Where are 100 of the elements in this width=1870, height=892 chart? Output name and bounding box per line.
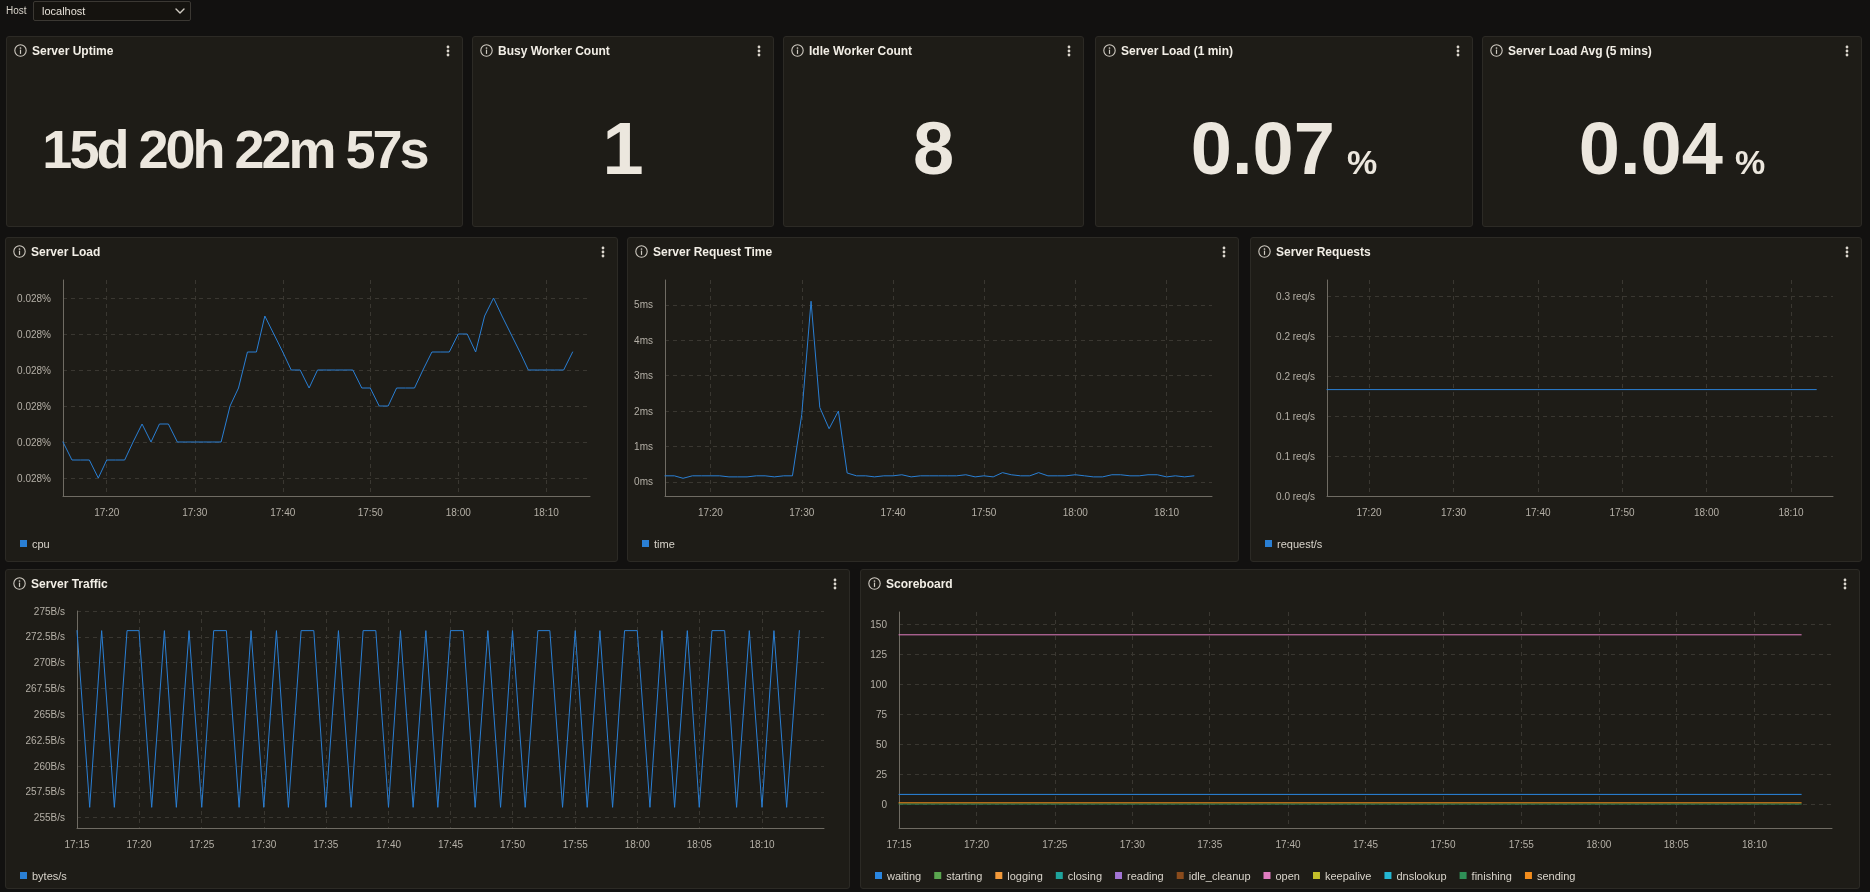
y-tick-label: 50 — [875, 738, 888, 750]
chart-title: Server Traffic — [31, 577, 108, 591]
x-tick-label: 18:05 — [1663, 838, 1690, 850]
x-tick-label: 18:00 — [624, 838, 651, 850]
chart-title: Server Requests — [1276, 245, 1371, 259]
legend-label: request/s — [1277, 537, 1323, 550]
y-tick-label: 0.028% — [17, 364, 52, 376]
x-tick-label: 17:20 — [697, 506, 724, 518]
text: Server Uptime — [32, 44, 114, 58]
y-tick-label: 150 — [870, 618, 888, 630]
x-tick-label: 17:30 — [182, 506, 208, 518]
legend-label: starting — [946, 869, 983, 882]
x-tick-label: 17:55 — [1508, 838, 1535, 850]
x-tick-label: 18:00 — [1062, 506, 1089, 518]
x-tick-label: 18:05 — [686, 838, 713, 850]
y-tick-label: 100 — [870, 678, 888, 690]
legend-label: idle_cleanup — [1188, 869, 1251, 882]
legend-label: logging — [1007, 869, 1043, 882]
y-tick-label: 0.028% — [17, 436, 52, 448]
y-tick-label: 255B/s — [33, 812, 65, 824]
legend-label: time — [654, 537, 675, 550]
y-tick-label: 0.028% — [17, 292, 52, 304]
y-tick-label: 0.0 req/s — [1276, 490, 1315, 502]
y-tick-label: 0ms — [634, 476, 653, 488]
y-tick-label: 125 — [870, 648, 888, 660]
x-tick-label: 17:45 — [1352, 838, 1379, 850]
x-tick-label: 17:40 — [1275, 838, 1302, 850]
x-tick-label: 18:00 — [445, 506, 472, 518]
y-tick-label: 270B/s — [33, 657, 65, 669]
legend-label: bytes/s — [32, 869, 68, 882]
text: Busy Worker Count — [498, 44, 610, 58]
legend-label: dnslookup — [1396, 869, 1447, 882]
x-tick-label: 17:30 — [1119, 838, 1146, 850]
y-tick-label: 262.5B/s — [25, 734, 65, 746]
x-tick-label: 17:40 — [270, 506, 296, 518]
x-tick-label: 17:15 — [886, 838, 912, 850]
x-tick-label: 17:20 — [94, 506, 120, 518]
x-tick-label: 17:55 — [562, 838, 589, 850]
y-tick-label: 5ms — [634, 299, 653, 311]
y-tick-label: 0.2 req/s — [1276, 370, 1315, 382]
dropdown-field: localhost — [33, 1, 191, 21]
y-tick-label: 275B/s — [33, 605, 65, 617]
y-tick-label: 257.5B/s — [25, 786, 65, 798]
text: Server Load Avg (5 mins) — [1508, 44, 1652, 58]
legend-label: open — [1275, 869, 1300, 882]
x-tick-label: 18:10 — [1742, 838, 1768, 850]
x-tick-label: 17:35 — [1197, 838, 1223, 850]
x-tick-label: 17:30 — [789, 506, 815, 518]
x-tick-label: 18:10 — [1778, 506, 1804, 518]
text: 8 — [912, 107, 955, 190]
x-tick-label: 18:10 — [533, 506, 560, 518]
text: Idle Worker Count — [809, 44, 913, 58]
y-tick-label: 0.028% — [17, 472, 52, 484]
text: % — [1734, 143, 1766, 181]
y-tick-label: 260B/s — [33, 760, 65, 772]
y-tick-label: 0.1 req/s — [1276, 450, 1315, 462]
legend-label: reading — [1127, 869, 1164, 882]
chart-title: Scoreboard — [886, 577, 953, 591]
x-tick-label: 17:20 — [963, 838, 990, 850]
text: Host — [6, 5, 27, 17]
text: 1 — [602, 107, 644, 190]
chart-title: Server Request Time — [653, 245, 773, 259]
y-tick-label: 0.3 req/s — [1276, 290, 1315, 302]
line-series — [62, 297, 574, 479]
x-tick-label: 18:10 — [749, 838, 775, 850]
x-tick-label: 17:30 — [251, 838, 277, 850]
text: 0.07 — [1190, 107, 1335, 190]
y-tick-label: 75 — [875, 708, 888, 720]
legend-label: sending — [1536, 869, 1576, 882]
x-tick-label: 17:40 — [1525, 506, 1551, 518]
x-tick-label: 18:00 — [1693, 506, 1720, 518]
y-tick-label: 265B/s — [33, 708, 65, 720]
x-tick-label: 17:15 — [64, 838, 90, 850]
text: 0.04 — [1578, 107, 1723, 190]
legend-label: closing — [1067, 869, 1103, 882]
legend-label: keepalive — [1324, 869, 1372, 882]
x-tick-label: 17:50 — [1609, 506, 1635, 518]
legend-label: finishing — [1471, 869, 1512, 882]
y-tick-label: 25 — [875, 768, 888, 780]
text: % — [1346, 143, 1378, 181]
x-tick-label: 17:20 — [1356, 506, 1382, 518]
x-tick-label: 17:30 — [1440, 506, 1467, 518]
y-tick-label: 0.2 req/s — [1276, 330, 1315, 342]
x-tick-label: 17:20 — [126, 838, 152, 850]
y-tick-label: 4ms — [634, 334, 653, 346]
x-tick-label: 17:50 — [1430, 838, 1456, 850]
x-tick-label: 17:50 — [971, 506, 997, 518]
x-tick-label: 17:25 — [189, 838, 215, 850]
x-tick-label: 17:40 — [880, 506, 907, 518]
line-series — [664, 300, 1195, 479]
x-tick-label: 17:45 — [437, 838, 464, 850]
y-tick-label: 267.5B/s — [25, 683, 65, 694]
text: Server Load (1 min) — [1121, 44, 1234, 58]
text: 15d 20h 22m 57s — [42, 119, 427, 179]
x-tick-label: 18:00 — [1586, 838, 1612, 850]
x-tick-label: 17:50 — [499, 838, 526, 850]
x-tick-label: 17:40 — [375, 838, 402, 850]
x-tick-label: 17:25 — [1042, 838, 1068, 850]
chart-title: Server Load — [31, 245, 101, 259]
legend-label: waiting — [886, 869, 922, 882]
